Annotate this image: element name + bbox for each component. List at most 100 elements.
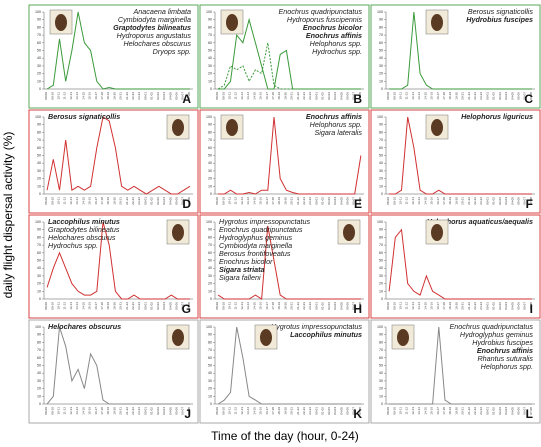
x-tick-label: 00-01: [143, 92, 147, 100]
y-tick-label: 20: [37, 282, 41, 286]
x-tick-label: 11-12: [63, 197, 67, 205]
x-tick-label: 21-22: [467, 407, 471, 415]
y-tick-label: 60: [37, 41, 41, 45]
y-tick-label: 90: [379, 18, 383, 22]
beetle: [397, 329, 409, 346]
y-tick-label: 100: [35, 115, 41, 119]
y-tick-label: 70: [379, 243, 383, 247]
species-name: Helophorus spp.: [481, 362, 533, 371]
x-tick-label: 22-23: [131, 197, 135, 205]
x-tick-label: 07-08: [187, 92, 191, 100]
x-tick-label: 15-16: [430, 407, 434, 415]
y-tick-label: 50: [208, 48, 212, 52]
y-tick-label: 100: [35, 220, 41, 224]
y-tick-label: 40: [379, 56, 383, 60]
x-tick-label: 16-17: [265, 197, 269, 205]
x-tick-label: 15-16: [259, 197, 263, 205]
panel-frame: [28, 214, 199, 319]
x-tick-label: 20-21: [119, 197, 123, 205]
species-name: Helophorus liguricus: [461, 112, 533, 121]
x-tick-label: 00-01: [314, 92, 318, 100]
x-tick-label: 15-16: [88, 302, 92, 310]
y-tick-label: 0: [381, 402, 383, 406]
x-tick-label: 04-05: [339, 92, 343, 100]
x-tick-label: 04-05: [510, 197, 514, 205]
y-tick-label: 50: [37, 48, 41, 52]
y-tick-label: 60: [379, 356, 383, 360]
species-name: Helophorus aquaticus/aequalis: [427, 217, 533, 226]
x-tick-label: 09-10: [50, 92, 54, 100]
beetle: [55, 14, 67, 31]
y-tick-label: 10: [379, 79, 383, 83]
x-tick-label: 15-16: [430, 197, 434, 205]
y-tick-label: 10: [208, 394, 212, 398]
x-tick-label: 14-15: [252, 197, 256, 205]
y-tick-label: 80: [208, 130, 212, 134]
x-tick-label: 11-12: [234, 92, 238, 100]
x-tick-label: 08-09: [44, 92, 48, 100]
x-tick-label: 03-04: [504, 302, 508, 310]
x-tick-label: 12-13: [69, 302, 73, 310]
x-tick-label: 03-04: [504, 92, 508, 100]
x-tick-label: 15-16: [430, 92, 434, 100]
x-tick-label: 22-23: [473, 197, 477, 205]
y-tick-label: 0: [210, 402, 212, 406]
x-tick-label: 04-05: [168, 407, 172, 415]
y-tick-label: 10: [379, 184, 383, 188]
x-tick-label: 11-12: [234, 407, 238, 415]
x-tick-label: 19-20: [454, 197, 458, 205]
species-name: Graptodytes bilineatus: [48, 225, 120, 234]
species-name: Sigara falleni: [219, 273, 261, 282]
x-tick-label: 18-19: [106, 197, 110, 205]
panel: 0 10 20 30 40 50 60 70 80 90 100 08-09 09-10 10-11 11-…: [28, 319, 199, 424]
species-name: Cymbiodyta marginella: [219, 241, 292, 250]
y-tick-label: 60: [37, 146, 41, 150]
x-tick-label: 20-21: [461, 197, 465, 205]
x-tick-label: 13-14: [75, 92, 79, 100]
x-tick-label: 00-01: [485, 407, 489, 415]
x-tick-label: 05-06: [345, 407, 349, 415]
x-tick-label: 09-10: [50, 197, 54, 205]
x-tick-label: 03-04: [333, 92, 337, 100]
species-name: Helophorus spp.: [310, 39, 362, 48]
x-tick-label: 05-06: [345, 92, 349, 100]
x-tick-label: 10-11: [57, 92, 61, 100]
x-tick-label: 07-08: [358, 197, 362, 205]
x-tick-label: 23-24: [479, 407, 483, 415]
x-tick-label: 09-10: [392, 407, 396, 415]
y-tick-label: 20: [37, 72, 41, 76]
x-tick-label: 04-05: [168, 302, 172, 310]
y-tick-label: 50: [379, 258, 383, 262]
x-tick-label: 00-01: [143, 197, 147, 205]
x-tick-label: 22-23: [302, 197, 306, 205]
x-tick-label: 23-24: [479, 92, 483, 100]
y-tick-label: 10: [208, 289, 212, 293]
panel-frame: [28, 319, 199, 424]
y-tick-label: 90: [208, 18, 212, 22]
x-tick-label: 12-13: [240, 92, 244, 100]
x-tick-label: 23-24: [308, 407, 312, 415]
x-tick-label: 14-15: [81, 302, 85, 310]
x-tick-label: 17-18: [442, 407, 446, 415]
panel-frame: [199, 214, 370, 319]
y-tick-label: 80: [208, 340, 212, 344]
x-tick-label: 06-07: [352, 302, 356, 310]
x-tick-label: 03-04: [162, 302, 166, 310]
x-tick-label: 08-09: [215, 407, 219, 415]
x-tick-label: 03-04: [333, 407, 337, 415]
x-tick-label: 07-08: [358, 302, 362, 310]
panel-frame: [370, 214, 541, 319]
x-tick-label: 04-05: [510, 407, 514, 415]
x-tick-label: 20-21: [119, 407, 123, 415]
x-tick-label: 19-20: [283, 197, 287, 205]
x-tick-label: 05-06: [516, 197, 520, 205]
line-series: [217, 225, 361, 300]
x-tick-label: 07-08: [529, 407, 533, 415]
y-tick-label: 20: [379, 282, 383, 286]
y-tick-label: 50: [37, 258, 41, 262]
x-tick-label: 06-07: [352, 92, 356, 100]
y-tick-label: 70: [379, 348, 383, 352]
x-tick-label: 11-12: [405, 407, 409, 415]
species-name: Hydrochus spp.: [48, 241, 98, 250]
